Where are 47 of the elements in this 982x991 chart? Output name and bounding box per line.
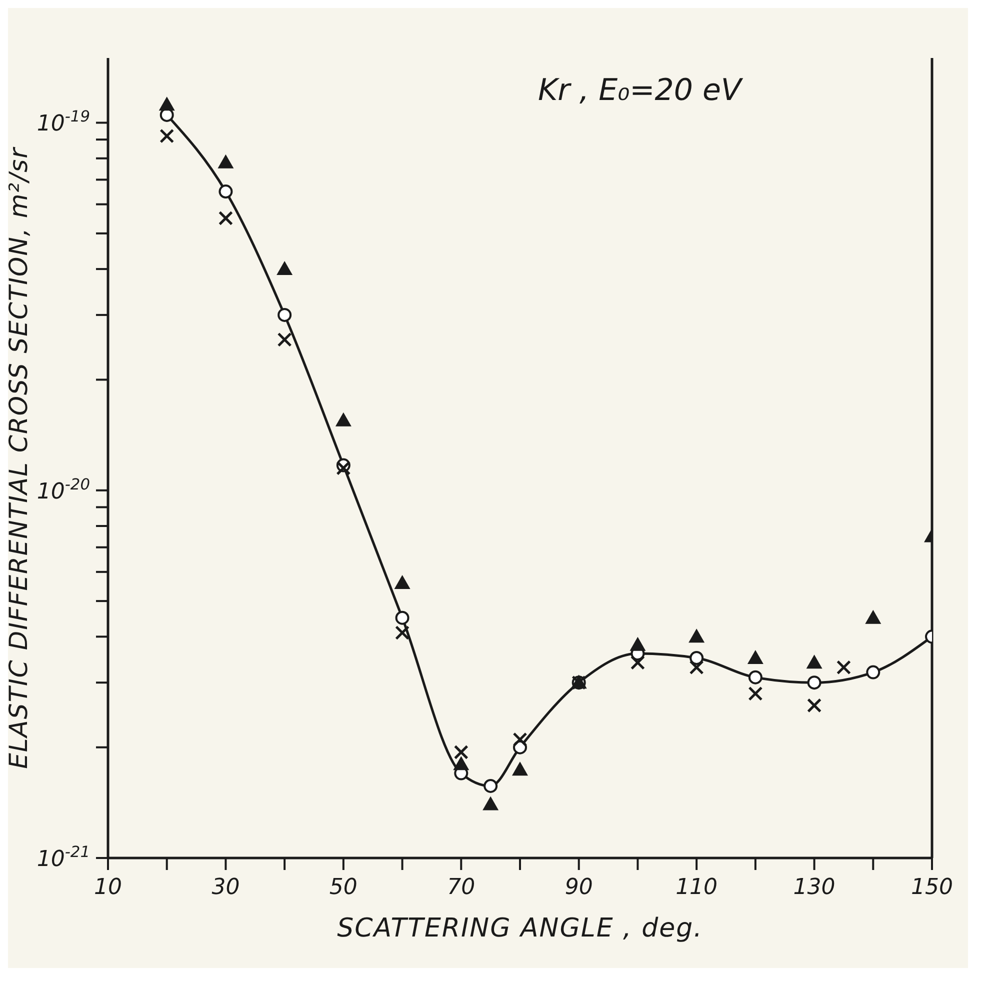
point xyxy=(276,261,293,276)
point xyxy=(866,665,880,680)
point xyxy=(748,670,762,684)
point xyxy=(806,654,822,669)
point xyxy=(218,184,233,199)
point xyxy=(630,655,645,670)
point xyxy=(630,636,646,651)
point xyxy=(807,676,822,690)
point xyxy=(688,628,705,643)
x-tick-label: 130 xyxy=(793,875,836,900)
point xyxy=(335,412,352,426)
point xyxy=(482,796,499,810)
x-tick-label: 50 xyxy=(329,875,358,900)
y-axis-title: ELASTIC DIFFERENTIAL CROSS SECTION, m²/sr xyxy=(4,146,33,769)
point xyxy=(395,625,410,640)
point xyxy=(218,154,234,168)
point xyxy=(865,610,882,624)
x-tick-label: 70 xyxy=(447,875,476,900)
x-tick-label: 150 xyxy=(911,875,953,900)
point xyxy=(690,650,704,665)
y-tick-label: 10$^{-20}$ xyxy=(36,475,90,504)
point xyxy=(453,756,470,770)
x-tick-label: 110 xyxy=(676,875,718,900)
x-tick-label: 90 xyxy=(564,875,593,900)
point xyxy=(689,660,704,675)
point xyxy=(454,744,468,760)
point xyxy=(394,574,410,589)
point xyxy=(278,308,292,322)
point xyxy=(747,650,764,664)
point xyxy=(512,732,528,747)
x-axis-title: SCATTERING ANGLE , deg. xyxy=(337,913,703,944)
x-tick-label: 30 xyxy=(212,875,240,900)
y-tick-label: 10$^{-21}$ xyxy=(36,843,90,872)
x-tick-label: 10 xyxy=(94,875,122,900)
point xyxy=(218,210,233,226)
point xyxy=(160,128,174,144)
point xyxy=(395,610,410,625)
y-tick-label: 10$^{-19}$ xyxy=(36,108,90,137)
point xyxy=(836,660,851,675)
text: Kr , E₀=20 eV xyxy=(538,73,742,108)
point xyxy=(336,460,351,476)
point xyxy=(748,686,763,701)
point xyxy=(158,96,175,111)
point xyxy=(512,762,528,776)
point xyxy=(484,778,498,793)
point xyxy=(807,698,822,713)
point xyxy=(277,332,292,347)
